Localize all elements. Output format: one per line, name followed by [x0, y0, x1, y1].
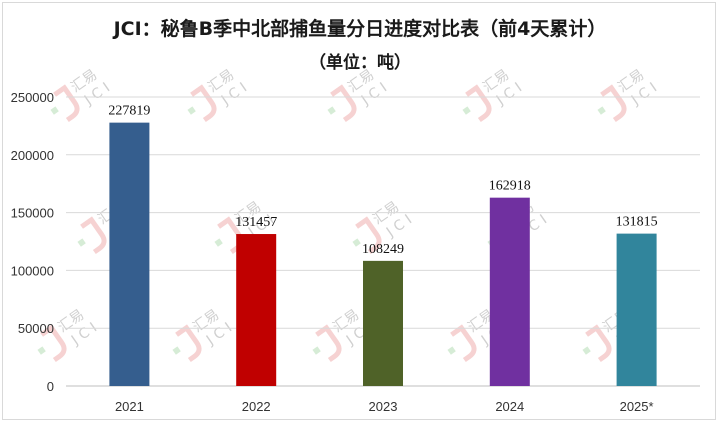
data-label: 162918 [489, 179, 531, 194]
x-tick-label: 2022 [242, 399, 271, 414]
y-tick-label: 100000 [11, 263, 54, 278]
watermark-logo: 汇易J C I [37, 307, 100, 363]
y-tick-label: 0 [47, 379, 54, 394]
data-label: 131457 [235, 215, 277, 230]
chart-subtitle: （单位：吨） [309, 53, 411, 73]
y-tick-label: 200000 [11, 148, 54, 163]
x-tick-label: 2023 [369, 399, 398, 414]
data-label: 108249 [362, 242, 404, 257]
bar-2023 [363, 260, 403, 386]
watermark-logo: 汇易J C I [172, 307, 235, 363]
data-label: 131815 [616, 215, 658, 230]
bar-2021 [109, 122, 150, 386]
data-label: 227819 [108, 104, 150, 119]
y-tick-label: 150000 [11, 206, 54, 221]
y-tick-label: 50000 [18, 321, 54, 336]
chart-frame [2, 2, 716, 420]
watermark-logo: 汇易J C I [462, 67, 525, 123]
bar-2022 [236, 234, 277, 386]
y-axis: 0 50000 100000 150000 200000 250000 [11, 90, 54, 394]
x-tick-label: 2021 [115, 399, 144, 414]
x-tick-label: 2025* [620, 399, 654, 414]
chart-title: JCI：秘鲁B季中北部捕鱼量分日进度对比表（前4天累计） [113, 18, 607, 40]
bars: 227819 131457 108249 162918 131815 [108, 104, 658, 386]
watermark-logo: 汇易J C I [597, 67, 660, 123]
watermark-logo: 汇易J C I [327, 67, 390, 123]
bar-2024 [489, 197, 530, 386]
bar-2025 [616, 233, 657, 386]
y-tick-label: 250000 [11, 90, 54, 105]
watermark-logo: 汇易J C I [187, 67, 250, 123]
x-tick-label: 2024 [495, 399, 524, 414]
x-axis: 2021 2022 2023 2024 2025* [115, 399, 654, 414]
